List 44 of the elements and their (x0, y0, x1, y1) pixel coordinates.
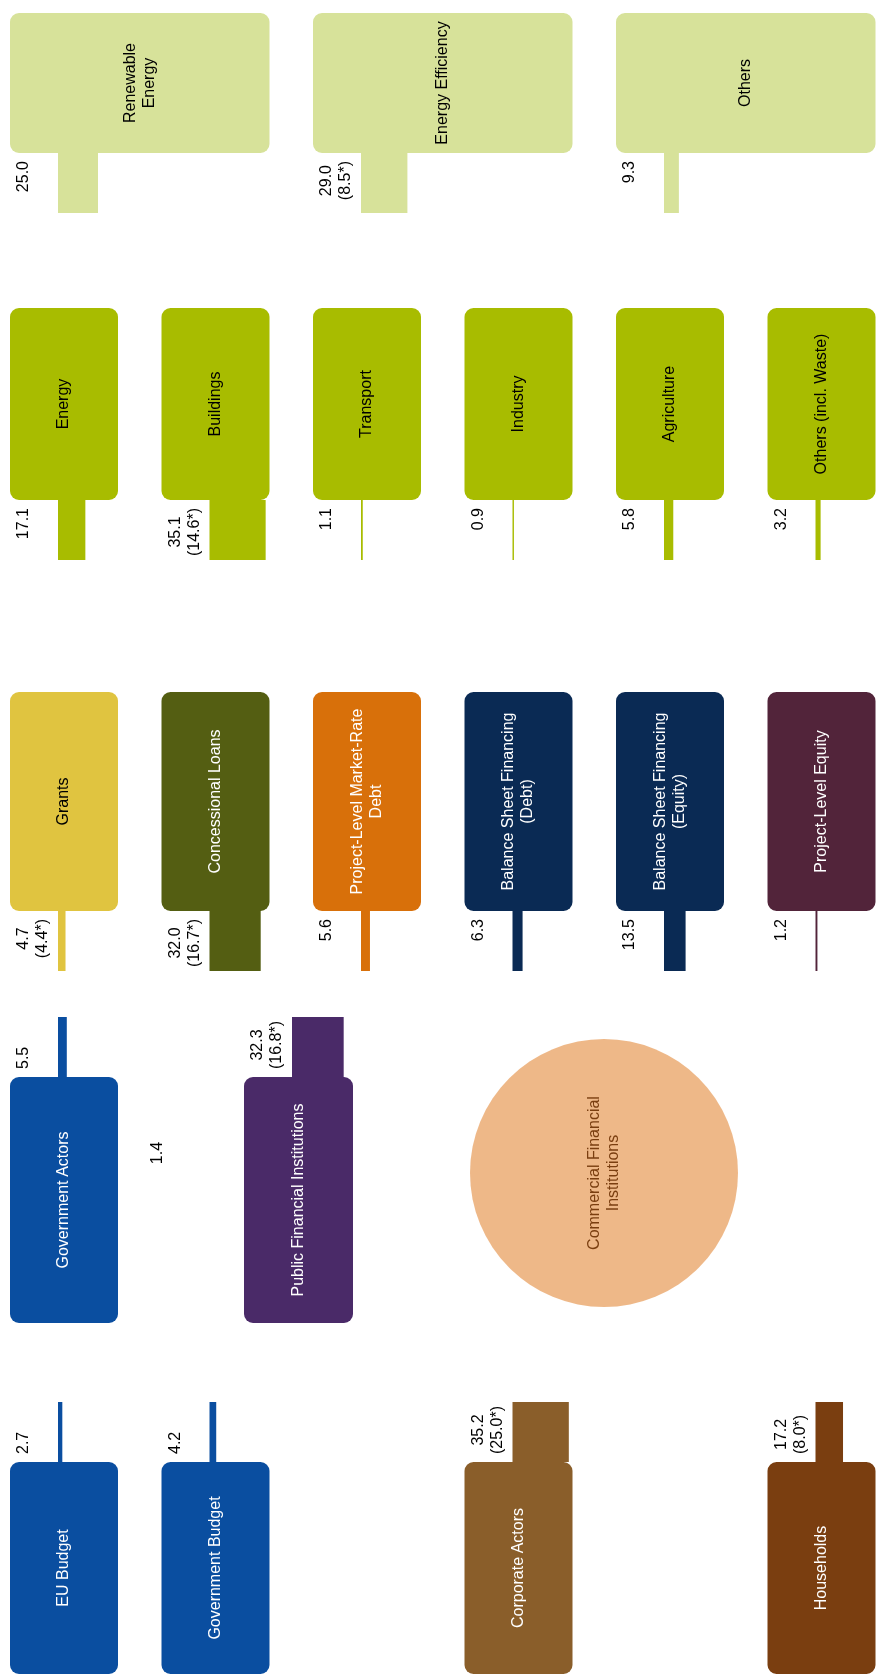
category-label: Transport (357, 369, 375, 438)
category-label: Others (736, 58, 754, 108)
category-label: Balance Sheet Financing (Equity) (650, 712, 687, 891)
data-label: 25.0 (14, 160, 32, 193)
category-label: Industry (508, 375, 526, 433)
category-label: Agriculture (660, 365, 678, 443)
data-label: 6.3 (468, 918, 486, 942)
data-label: 4.2 (165, 1431, 183, 1454)
category-label: Renewable Energy (120, 42, 157, 124)
category-label: Concessional Loans (205, 729, 223, 874)
data-label: 32.0 (16.7*) (165, 919, 202, 968)
data-label: 3.2 (771, 507, 789, 531)
category-label: Grants (54, 777, 72, 826)
category-label: Balance Sheet Financing (Debt) (499, 712, 536, 891)
category-label: Energy (54, 378, 72, 430)
data-label: 5.8 (620, 507, 638, 531)
data-label: 35.1 (14.6*) (165, 508, 202, 557)
category-label: Project-Level Equity (811, 730, 829, 873)
data-label: 0.9 (468, 507, 486, 531)
data-label: 17.2 (8.0*) (771, 1414, 808, 1454)
data-label: 29.0 (8.5*) (317, 161, 354, 201)
category-label: EU Budget (54, 1528, 72, 1607)
data-label: 35.2 (25.0*) (468, 1405, 505, 1454)
category-label: Government Budget (205, 1495, 223, 1640)
data-label: 9.3 (620, 160, 638, 184)
category-label: Project-Level Market-Rate Debt (347, 708, 384, 895)
data-label: 5.5 (14, 1046, 32, 1069)
text: 1.4 (148, 1141, 166, 1165)
category-label: Others (incl. Waste) (811, 333, 829, 475)
data-label: 13.5 (620, 918, 638, 951)
category-label: Households (811, 1525, 829, 1611)
text: Commercial Financial Institutions (584, 1096, 621, 1250)
data-label: 1.1 (317, 507, 335, 531)
category-label: Corporate Actors (508, 1507, 526, 1629)
data-label: 17.1 (14, 507, 32, 540)
data-label: 2.7 (14, 1431, 32, 1454)
category-label: Energy Efficiency (433, 21, 451, 145)
category-label: Government Actors (54, 1131, 72, 1269)
data-label: 5.6 (317, 918, 335, 942)
category-label: Public Financial Institutions (288, 1103, 306, 1297)
data-label: 32.3 (16.8*) (248, 1020, 285, 1069)
category-label: Buildings (205, 371, 223, 437)
data-label: 1.2 (771, 918, 789, 942)
data-label: 4.7 (4.4*) (14, 919, 51, 959)
